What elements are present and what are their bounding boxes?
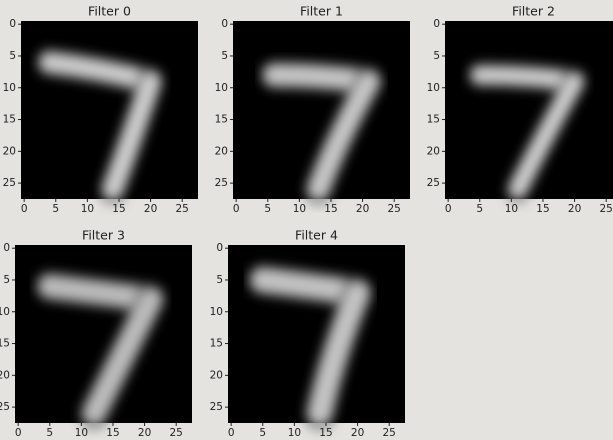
- y-tick-label: 20: [427, 145, 440, 157]
- x-tick-label: 0: [445, 203, 452, 215]
- x-tick-label: 5: [264, 203, 271, 215]
- x-tick-label: 0: [233, 203, 240, 215]
- subplot-title: Filter 2: [512, 4, 555, 19]
- subplot: Filter 4 0 5 10 15 20 25 0 5 10 15 20 25: [210, 228, 405, 440]
- x-tick-label: 15: [324, 203, 337, 215]
- x-tick-label: 10: [75, 427, 88, 439]
- y-tick-label: 0: [9, 18, 16, 30]
- y-tick-label: 25: [427, 177, 440, 189]
- y-tick-label: 10: [0, 306, 10, 318]
- x-tick-label: 25: [170, 427, 183, 439]
- y-tick-label: 25: [0, 401, 10, 413]
- x-tick-label: 10: [505, 203, 518, 215]
- x-tick-label: 15: [106, 427, 119, 439]
- page: Filter 0 0 5 10 15 20 25 0 5 10 15 20 25 Filter 1 0 5 10…: [0, 0, 613, 440]
- y-tick-label: 10: [215, 82, 228, 94]
- x-tick-label: 15: [112, 203, 125, 215]
- x-tick-label: 20: [144, 203, 157, 215]
- x-tick-label: 25: [388, 203, 401, 215]
- subplot-title: Filter 0: [88, 4, 131, 19]
- y-tick-label: 0: [3, 242, 10, 254]
- figure: Filter 0 0 5 10 15 20 25 0 5 10 15 20 25 Filter 1 0 5 10…: [0, 0, 613, 440]
- x-tick-label: 0: [21, 203, 28, 215]
- x-tick-label: 20: [568, 203, 581, 215]
- x-tick-label: 25: [600, 203, 613, 215]
- x-tick-label: 15: [319, 427, 332, 439]
- y-tick-label: 20: [3, 145, 16, 157]
- x-tick-label: 0: [228, 427, 235, 439]
- y-tick-label: 15: [215, 114, 228, 126]
- subplot: Filter 0 0 5 10 15 20 25 0 5 10 15 20 25: [3, 4, 198, 216]
- y-tick-label: 15: [0, 338, 10, 350]
- y-tick-label: 5: [221, 50, 228, 62]
- y-tick-label: 25: [215, 177, 228, 189]
- y-tick-label: 0: [216, 242, 223, 254]
- subplot-title: Filter 4: [295, 228, 338, 243]
- y-tick-label: 25: [210, 401, 223, 413]
- y-tick-label: 15: [210, 338, 223, 350]
- x-tick-label: 25: [176, 203, 189, 215]
- x-tick-label: 5: [476, 203, 483, 215]
- x-tick-label: 0: [15, 427, 22, 439]
- x-tick-label: 20: [351, 427, 364, 439]
- y-tick-label: 25: [3, 177, 16, 189]
- y-tick-label: 10: [210, 306, 223, 318]
- y-tick-label: 15: [3, 114, 16, 126]
- x-tick-label: 5: [259, 427, 266, 439]
- x-tick-label: 20: [356, 203, 369, 215]
- x-tick-label: 25: [383, 427, 396, 439]
- x-tick-label: 10: [288, 427, 301, 439]
- y-tick-label: 20: [215, 145, 228, 157]
- subplot: Filter 1 0 5 10 15 20 25 0 5 10 15 20 25: [215, 4, 410, 216]
- y-tick-label: 5: [216, 274, 223, 286]
- y-tick-label: 10: [3, 82, 16, 94]
- x-tick-label: 20: [138, 427, 151, 439]
- x-tick-label: 10: [293, 203, 306, 215]
- x-tick-label: 10: [81, 203, 94, 215]
- y-tick-label: 15: [427, 114, 440, 126]
- digit-stroke: [480, 75, 575, 81]
- subplot-title: Filter 1: [300, 4, 343, 19]
- y-tick-label: 10: [427, 82, 440, 94]
- x-tick-label: 15: [536, 203, 549, 215]
- y-tick-label: 5: [433, 50, 440, 62]
- y-tick-label: 0: [221, 18, 228, 30]
- panels: Filter 0 0 5 10 15 20 25 0 5 10 15 20 25 Filter 1 0 5 10…: [0, 4, 613, 440]
- subplot: Filter 3 0 5 10 15 20 25 0 5 10 15 20 25: [0, 228, 192, 440]
- y-tick-label: 20: [210, 369, 223, 381]
- subplot: Filter 2 0 5 10 15 20 25 0 5 10 15 20 25: [427, 4, 613, 216]
- y-tick-label: 0: [433, 18, 440, 30]
- y-tick-label: 5: [9, 50, 16, 62]
- x-tick-label: 5: [52, 203, 59, 215]
- y-tick-label: 5: [3, 274, 10, 286]
- subplot-title: Filter 3: [82, 228, 125, 243]
- y-tick-label: 20: [0, 369, 10, 381]
- x-tick-label: 5: [46, 427, 53, 439]
